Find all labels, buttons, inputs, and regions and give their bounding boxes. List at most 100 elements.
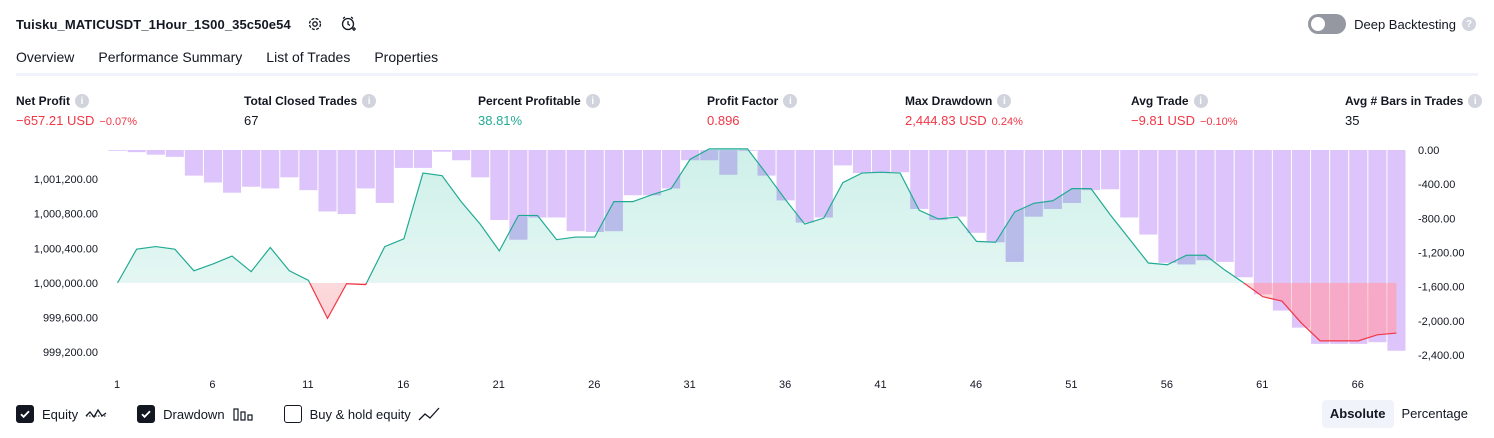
x-axis-tick-label: 1 (114, 379, 120, 391)
info-icon[interactable]: i (75, 94, 89, 108)
strategy-header: Tuisku_MATICUSDT_1Hour_1S00_35c50e54 (16, 12, 359, 36)
add-alert-icon[interactable] (339, 14, 359, 34)
info-icon[interactable]: i (1193, 94, 1208, 108)
drawdown-bar (814, 150, 833, 218)
metrics-row: Net Profit i −657.21 USD −0.07% Total Clos… (0, 92, 1494, 136)
x-axis-tick-label: 46 (970, 379, 982, 391)
drawdown-bar (1215, 150, 1234, 262)
deep-backtesting: Deep Backtesting ? (1308, 13, 1476, 35)
drawdown-bar (986, 150, 1005, 243)
help-icon[interactable]: ? (1462, 17, 1476, 31)
drawdown-bar (108, 150, 127, 151)
metric-label: Profit Factor (707, 94, 779, 108)
legend-drawdown[interactable]: Drawdown (137, 405, 253, 423)
tab-bar: Overview Performance Summary List of Tra… (16, 46, 462, 76)
x-axis-tick-label: 36 (779, 379, 791, 391)
equity-drawdown-chart[interactable]: 1,001,200.00 1,000,800.00 1,000,400.00 1,00… (0, 140, 1494, 396)
right-axis-tick-label: -400.00 (1418, 179, 1455, 191)
x-axis-tick-label: 51 (1065, 379, 1077, 391)
drawdown-bar (1043, 150, 1062, 209)
drawdown-bar (795, 150, 814, 223)
drawdown-bar (490, 150, 509, 221)
drawdown-overlap-bar (738, 150, 757, 151)
drawdown-checkbox[interactable] (137, 405, 156, 423)
drawdown-bar (642, 150, 662, 196)
tab-overview[interactable]: Overview (16, 46, 75, 76)
left-axis-tick-label: 1,000,000.00 (34, 278, 98, 290)
info-icon[interactable]: i (783, 94, 798, 108)
x-axis-tick-label: 26 (588, 379, 600, 391)
percentage-button[interactable]: Percentage (1401, 406, 1469, 421)
drawdown-bar (872, 150, 891, 174)
x-axis-tick-label: 11 (302, 379, 313, 391)
legend-buy-hold[interactable]: Buy & hold equity (283, 405, 440, 423)
drawdown-bar (1101, 150, 1120, 190)
metric-label: Avg # Bars in Trades (1345, 94, 1464, 108)
drawdown-bar (184, 150, 203, 176)
deep-backtesting-toggle[interactable] (1308, 14, 1347, 34)
info-icon[interactable]: i (1468, 94, 1483, 108)
drawdown-bar (967, 150, 986, 233)
metric-value: −657.21 USD (16, 113, 95, 128)
drawdown-bar (852, 150, 872, 174)
buy-hold-checkbox[interactable] (283, 405, 302, 423)
buy-hold-line-icon (418, 406, 440, 422)
drawdown-bar (528, 150, 547, 218)
drawdown-bar (1158, 150, 1177, 263)
strategy-title: Tuisku_MATICUSDT_1Hour_1S00_35c50e54 (16, 16, 291, 32)
toggle-knob (1311, 17, 1326, 31)
left-axis-tick-label: 999,600.00 (43, 312, 98, 324)
left-axis-tick-label: 1,001,200.00 (34, 174, 98, 186)
equity-checkbox[interactable] (16, 405, 34, 423)
deep-backtesting-label: Deep Backtesting (1354, 16, 1456, 32)
tab-performance-summary[interactable]: Performance Summary (98, 49, 243, 65)
right-axis-tick-label: -2,400.00 (1418, 350, 1464, 362)
drawdown-bar (566, 150, 585, 232)
tab-properties[interactable]: Properties (374, 49, 439, 65)
drawdown-bar (318, 150, 337, 212)
absolute-button[interactable]: Absolute (1321, 400, 1394, 428)
drawdown-bar (929, 150, 948, 221)
metric-value: 0.896 (707, 113, 740, 128)
equity-area-above (117, 148, 1244, 283)
drawdown-bar (833, 150, 852, 166)
drawdown-bar (585, 150, 604, 232)
legend-equity[interactable]: Equity (16, 405, 107, 423)
legend-buy-hold-label: Buy & hold equity (309, 406, 411, 422)
drawdown-bar (1120, 150, 1139, 218)
metric-value: 35 (1345, 113, 1360, 128)
x-axis-tick-label: 41 (874, 379, 886, 391)
drawdown-bar (681, 150, 700, 161)
drawdown-bar (203, 150, 223, 183)
left-axis-tick-label: 1,000,400.00 (34, 243, 98, 255)
drawdown-bar (127, 150, 146, 153)
x-axis-tick-label: 31 (684, 379, 696, 391)
info-icon[interactable]: i (362, 94, 377, 108)
drawdown-bar (623, 150, 642, 196)
left-axis-tick-label: 999,200.00 (43, 347, 98, 359)
tab-list-of-trades[interactable]: List of Trades (266, 49, 351, 65)
metric-total-closed-trades: Total Closed Trades i 67 (244, 92, 377, 128)
drawdown-bar (471, 150, 490, 178)
drawdown-bars-icon (232, 406, 254, 422)
metric-value: 67 (244, 113, 259, 128)
drawdown-bar (146, 150, 165, 155)
metric-value: 2,444.83 USD (905, 113, 987, 128)
chart-legend: Equity Drawdown Buy & hold equity (16, 403, 470, 425)
info-icon[interactable]: i (585, 94, 600, 108)
metric-value: −9.81 USD (1131, 113, 1195, 128)
drawdown-bar (1139, 150, 1158, 235)
drawdown-bar (1234, 150, 1253, 278)
gear-icon[interactable] (305, 14, 325, 34)
metric-label: Percent Profitable (478, 94, 581, 108)
x-axis-tick-label: 21 (493, 379, 505, 391)
equity-line-down (117, 282, 1397, 342)
drawdown-bar (433, 150, 452, 152)
drawdown-bar (337, 150, 356, 215)
drawdown-overlap-bar (719, 150, 738, 175)
metric-label: Net Profit (16, 94, 70, 108)
drawdown-bar (299, 150, 318, 191)
drawdown-bar (223, 150, 242, 193)
drawdown-bar (261, 150, 280, 189)
info-icon[interactable]: i (997, 94, 1012, 108)
